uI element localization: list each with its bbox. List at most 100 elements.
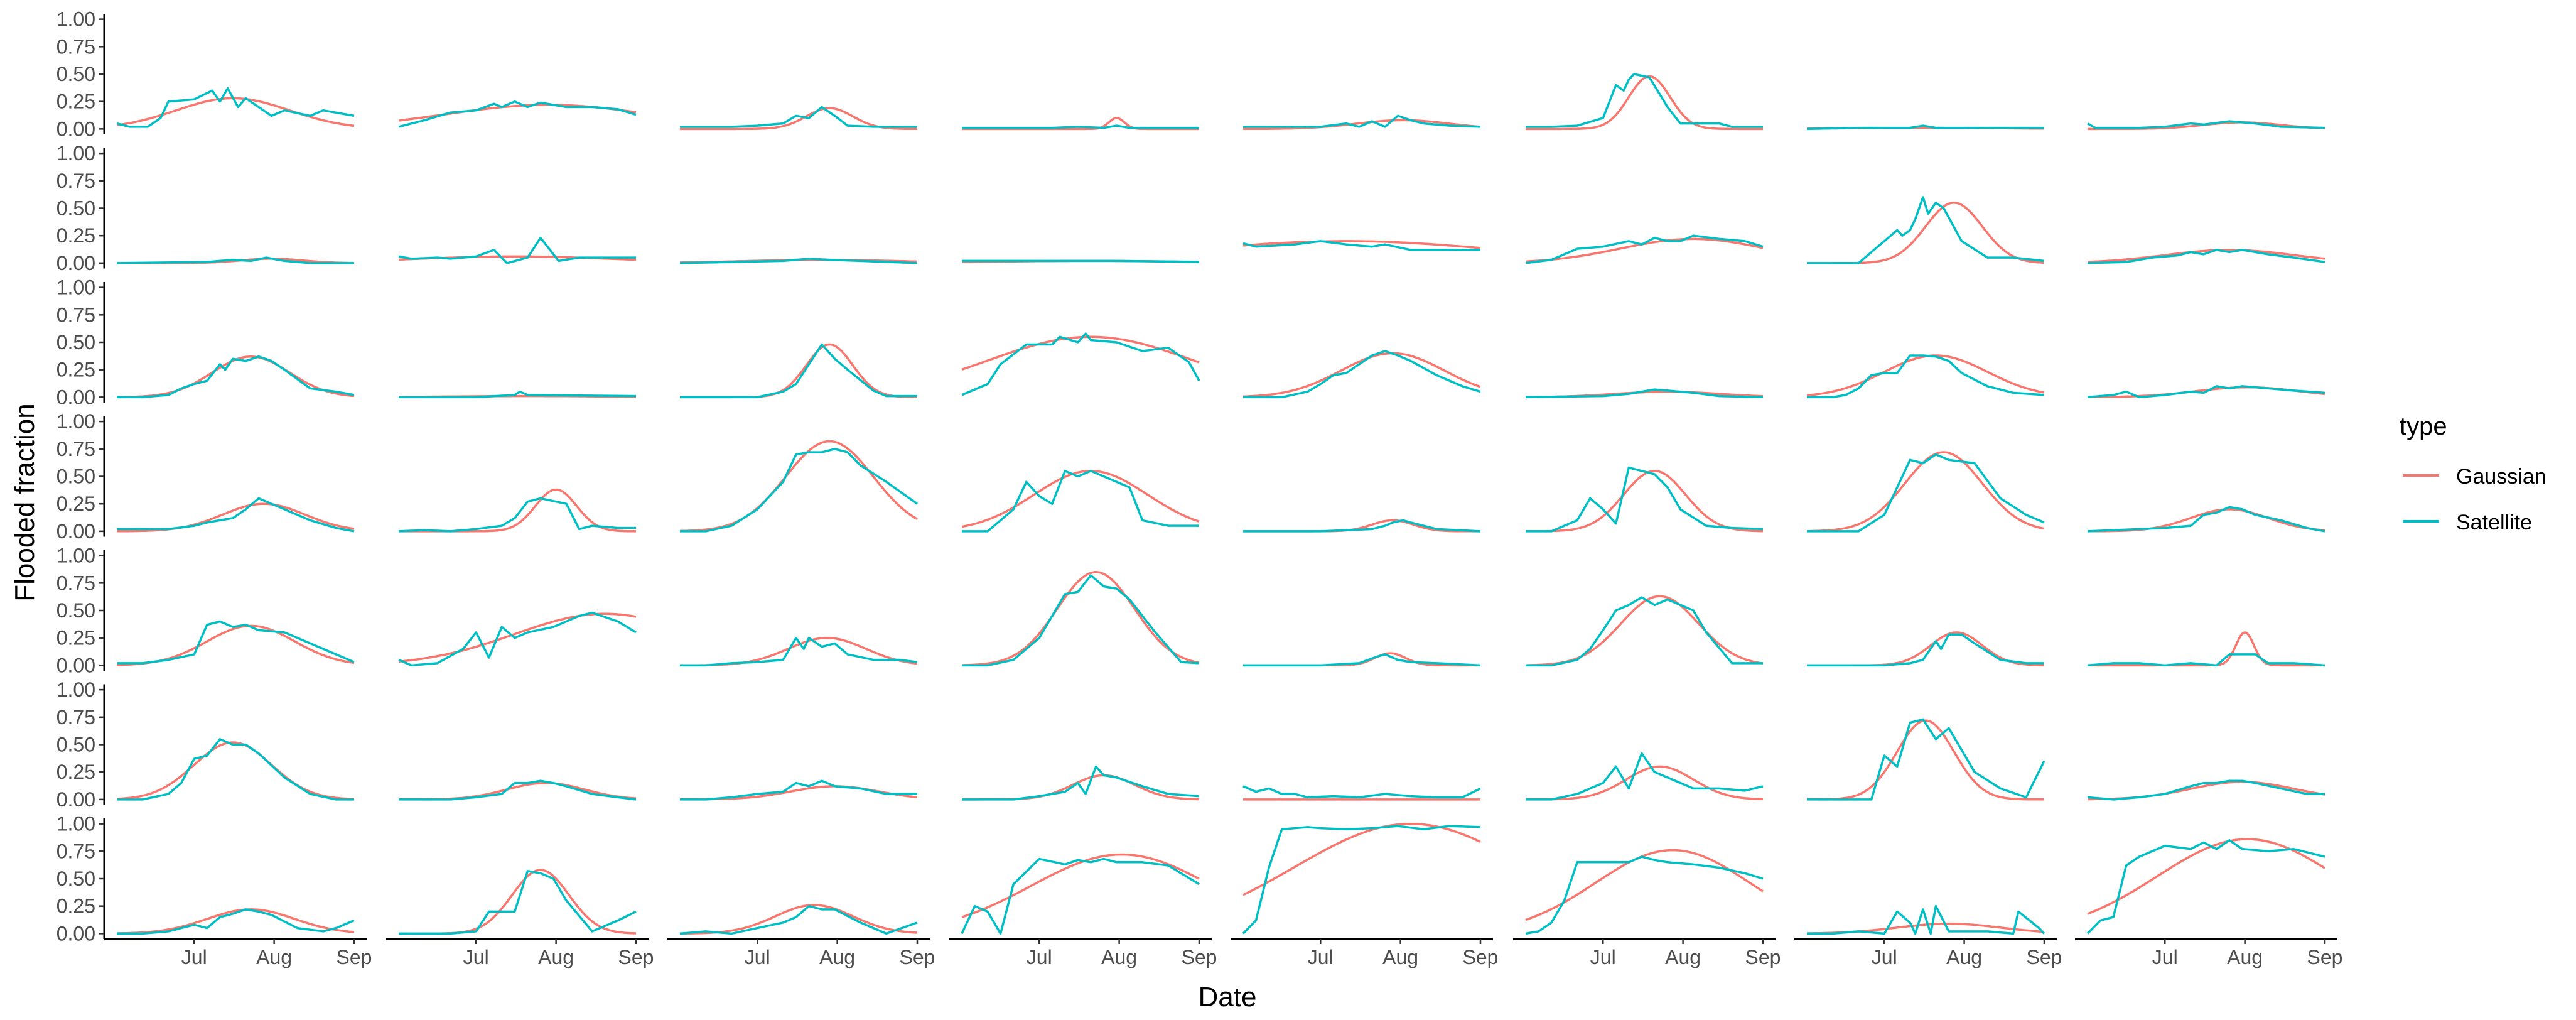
- facet-panel: [1242, 240, 1481, 251]
- gaussian-series-line: [1807, 451, 2045, 533]
- x-tick-label: Jul: [463, 946, 489, 968]
- facet-panel: [1242, 350, 1481, 399]
- y-tick-label: 0.50: [57, 867, 95, 890]
- facet-panel: [1526, 466, 1764, 533]
- facet-panel: [1243, 114, 1481, 131]
- gaussian-series-line: [2088, 631, 2325, 667]
- satellite-series-line: [679, 904, 918, 935]
- y-tick-label: 0.50: [57, 197, 95, 220]
- gaussian-series-line: [2087, 838, 2325, 915]
- gaussian-series-line: [1525, 849, 1764, 921]
- x-tick-label: Aug: [1101, 946, 1137, 968]
- facet-panel: [1807, 196, 2045, 264]
- facet-panel: [961, 259, 1200, 264]
- y-tick-label: 0.25: [57, 761, 95, 783]
- y-tick-label: 0.75: [57, 438, 95, 460]
- gaussian-series-line: [961, 335, 1200, 371]
- satellite-series-line: [1807, 354, 2045, 399]
- gaussian-series-line: [1526, 765, 1764, 801]
- facet-panel: [398, 236, 637, 264]
- gaussian-series-line: [117, 908, 355, 935]
- legend-label-gaussian: Gaussian: [2456, 465, 2546, 489]
- facet-panel: [2087, 385, 2325, 399]
- x-tick-label: Aug: [819, 946, 855, 968]
- satellite-series-line: [1243, 653, 1481, 667]
- x-tick-label: Sep: [337, 946, 372, 968]
- x-tick-label: Sep: [1745, 946, 1781, 968]
- gaussian-series-line: [117, 502, 355, 533]
- facet-panel: [1526, 752, 1764, 801]
- facet-panel: [962, 765, 1200, 801]
- facet-panel: [1526, 595, 1764, 667]
- x-tick-label: Aug: [1382, 946, 1418, 968]
- facet-panel: 0.00 0.25 0.50 0.75 1.00 Jul Aug Sep: [57, 813, 372, 968]
- y-tick-label: 0.75: [57, 35, 95, 58]
- legend-label-satellite: Satellite: [2456, 511, 2532, 534]
- x-axis-title: Date: [1199, 982, 1257, 1012]
- gaussian-series-line: [399, 781, 637, 801]
- y-tick-label: 0.00: [57, 654, 95, 676]
- facet-panel: Jul Aug Sep: [1513, 849, 1781, 968]
- y-tick-label: 0.00: [57, 520, 95, 543]
- satellite-series-line: [1526, 752, 1764, 801]
- y-tick-label: 1.00: [57, 678, 95, 701]
- y-tick-label: 0.50: [57, 63, 95, 85]
- satellite-series-line: [2087, 779, 2325, 801]
- gaussian-series-line: [2088, 508, 2325, 533]
- facet-panel: [1242, 785, 1481, 801]
- gaussian-series-line: [1807, 202, 2045, 264]
- facet-panel: 0.00 0.25 0.50 0.75 1.00: [57, 276, 355, 408]
- facet-panel: [399, 390, 637, 399]
- y-tick-label: 0.75: [57, 303, 95, 326]
- satellite-series-line: [1525, 234, 1764, 264]
- satellite-series-line: [398, 611, 637, 667]
- satellite-series-line: [680, 779, 917, 801]
- gaussian-series-line: [1242, 822, 1481, 896]
- facet-panel: [2087, 779, 2325, 801]
- facet-panel: [680, 779, 918, 801]
- satellite-series-line: [399, 390, 637, 399]
- x-tick-label: Sep: [1182, 946, 1217, 968]
- satellite-series-line: [2087, 653, 2325, 667]
- facet-panel: [680, 636, 918, 667]
- satellite-series-line: [1242, 240, 1480, 251]
- y-tick-label: 1.00: [57, 813, 95, 835]
- facet-panel: [399, 779, 637, 801]
- satellite-series-line: [1807, 718, 2045, 801]
- satellite-series-line: [1525, 855, 1764, 935]
- y-tick-label: 0.25: [57, 492, 95, 515]
- satellite-series-line: [1807, 633, 2044, 667]
- satellite-series-line: [680, 343, 917, 399]
- satellite-series-line: [117, 908, 355, 935]
- facet-panel: [679, 258, 918, 264]
- legend-title: type: [2400, 413, 2447, 440]
- x-tick-label: Jul: [1590, 946, 1616, 968]
- satellite-series-line: [961, 332, 1200, 396]
- y-tick-label: 0.25: [57, 895, 95, 918]
- facet-panel: [398, 488, 636, 533]
- y-tick-label: 0.75: [57, 170, 95, 192]
- satellite-series-line: [2086, 839, 2325, 935]
- x-tick-label: Sep: [1463, 946, 1499, 968]
- gaussian-series-line: [680, 343, 917, 399]
- y-tick-label: 0.00: [57, 252, 95, 274]
- facet-panel: [1806, 354, 2045, 399]
- y-tick-label: 1.00: [57, 142, 95, 165]
- gaussian-series-line: [962, 571, 1200, 666]
- satellite-series-line: [398, 497, 636, 533]
- facet-panels: 0.000.250.500.751.000.000.250.500.751.00…: [57, 8, 2343, 968]
- satellite-series-line: [116, 87, 355, 128]
- facet-panel: [1243, 652, 1481, 667]
- facet-panel: Jul Aug Sep: [667, 904, 935, 968]
- y-tick-label: 0.50: [57, 734, 95, 756]
- satellite-series-line: [1807, 453, 2045, 533]
- satellite-series-line: [2087, 506, 2325, 533]
- x-tick-label: Sep: [2307, 946, 2343, 968]
- satellite-series-line: [1243, 519, 1481, 533]
- satellite-series-line: [680, 106, 917, 128]
- x-tick-label: Jul: [1872, 946, 1897, 968]
- facet-panel: 0.00 0.25 0.50 0.75 1.00: [57, 410, 355, 543]
- x-tick-label: Jul: [2152, 946, 2178, 968]
- gaussian-series-line: [961, 853, 1200, 918]
